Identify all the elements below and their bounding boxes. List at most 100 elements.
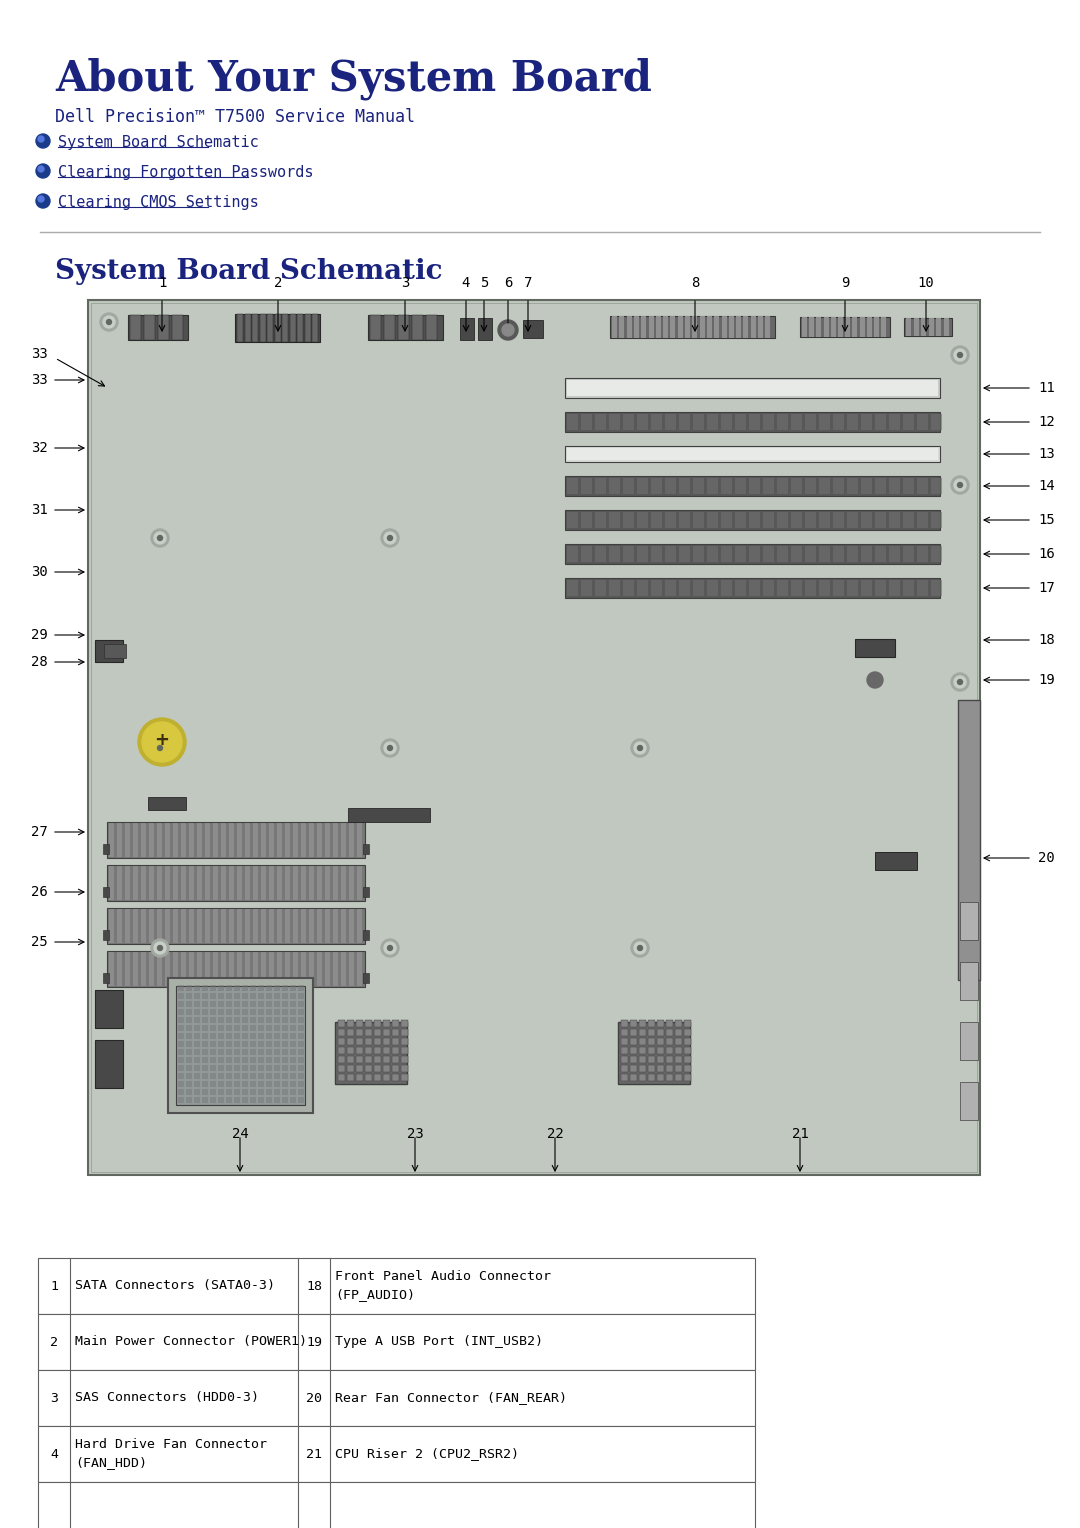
Bar: [266, 1041, 272, 1047]
Bar: [298, 1050, 303, 1054]
Bar: [666, 1047, 673, 1054]
Bar: [157, 824, 162, 857]
Bar: [325, 824, 330, 857]
Bar: [855, 639, 895, 657]
Bar: [218, 986, 224, 992]
Bar: [202, 1073, 208, 1079]
Text: System Board Schematic: System Board Schematic: [58, 134, 259, 150]
Bar: [679, 545, 690, 562]
Bar: [293, 824, 298, 857]
Bar: [194, 1097, 200, 1103]
Bar: [347, 1074, 354, 1080]
Bar: [234, 986, 240, 992]
Bar: [401, 1065, 408, 1073]
Bar: [889, 478, 900, 494]
Bar: [266, 1050, 272, 1054]
Bar: [218, 1065, 224, 1071]
Bar: [133, 866, 138, 900]
Text: Rear Fan Connector (FAN_REAR): Rear Fan Connector (FAN_REAR): [335, 1392, 567, 1404]
Bar: [777, 512, 788, 529]
Bar: [178, 1089, 184, 1096]
Circle shape: [954, 675, 966, 688]
Bar: [298, 1033, 303, 1039]
Bar: [623, 478, 634, 494]
Bar: [282, 1065, 288, 1071]
Bar: [399, 315, 409, 341]
Text: 21: 21: [306, 1447, 322, 1461]
Bar: [665, 478, 676, 494]
Circle shape: [958, 483, 962, 487]
Bar: [903, 478, 914, 494]
Bar: [347, 1056, 354, 1063]
Bar: [213, 824, 218, 857]
Bar: [960, 1022, 978, 1060]
Bar: [335, 1022, 407, 1083]
Bar: [623, 414, 634, 429]
Bar: [291, 1025, 296, 1031]
Bar: [168, 978, 313, 1112]
Bar: [205, 824, 210, 857]
Circle shape: [384, 941, 396, 953]
Bar: [237, 952, 242, 986]
Bar: [370, 315, 381, 341]
Bar: [762, 414, 774, 429]
Bar: [675, 1021, 681, 1027]
Bar: [639, 1028, 646, 1036]
Bar: [383, 1065, 390, 1073]
Bar: [149, 866, 154, 900]
Bar: [210, 1080, 216, 1086]
Circle shape: [151, 940, 168, 957]
Bar: [621, 1074, 627, 1080]
Bar: [666, 1074, 673, 1080]
Bar: [194, 1089, 200, 1096]
Bar: [285, 866, 291, 900]
Bar: [374, 1056, 381, 1063]
Bar: [274, 1018, 280, 1024]
Bar: [218, 1008, 224, 1015]
Bar: [791, 414, 802, 429]
Bar: [931, 478, 942, 494]
Bar: [567, 581, 578, 596]
Bar: [291, 1033, 296, 1039]
Bar: [751, 316, 756, 338]
Bar: [252, 313, 258, 342]
Bar: [383, 1028, 390, 1036]
Bar: [234, 1025, 240, 1031]
Bar: [805, 512, 816, 529]
Circle shape: [951, 672, 969, 691]
Bar: [205, 909, 210, 943]
Bar: [338, 1065, 345, 1073]
Bar: [735, 414, 746, 429]
Bar: [721, 545, 732, 562]
Bar: [325, 866, 330, 900]
Bar: [249, 1025, 256, 1031]
Bar: [889, 545, 900, 562]
Bar: [226, 1080, 232, 1086]
Bar: [253, 909, 258, 943]
Bar: [194, 1008, 200, 1015]
Bar: [218, 1057, 224, 1063]
Bar: [258, 1041, 264, 1047]
Bar: [325, 952, 330, 986]
Bar: [657, 1074, 664, 1080]
Bar: [194, 1018, 200, 1024]
Bar: [630, 1028, 637, 1036]
Bar: [392, 1074, 399, 1080]
Bar: [318, 866, 322, 900]
Bar: [875, 545, 886, 562]
Bar: [141, 866, 146, 900]
Bar: [665, 581, 676, 596]
Bar: [637, 478, 648, 494]
Bar: [210, 1033, 216, 1039]
Bar: [291, 1018, 296, 1024]
Bar: [194, 1025, 200, 1031]
Bar: [374, 1047, 381, 1054]
Bar: [213, 866, 218, 900]
Bar: [618, 1022, 690, 1083]
Text: 17: 17: [1038, 581, 1055, 594]
Bar: [679, 478, 690, 494]
Bar: [762, 512, 774, 529]
Bar: [567, 512, 578, 529]
Bar: [253, 866, 258, 900]
Bar: [144, 315, 156, 341]
